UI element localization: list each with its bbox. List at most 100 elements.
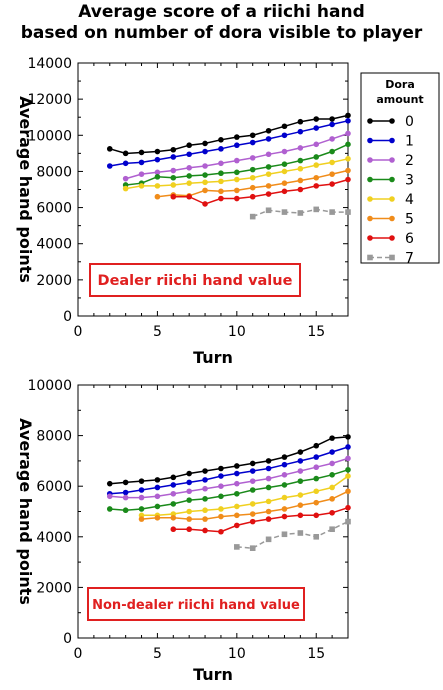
non-dealer-y-tick-label: 8000 xyxy=(36,429,72,445)
dealer-data-point-2 xyxy=(170,167,177,174)
dealer-series-3 xyxy=(122,141,351,188)
non-dealer-data-point-0 xyxy=(138,478,145,484)
non-dealer-x-tick-label: 0 xyxy=(74,646,83,662)
dealer-data-point-4 xyxy=(234,176,240,183)
non-dealer-data-point-0 xyxy=(329,435,335,441)
non-dealer-data-point-0 xyxy=(234,463,240,469)
dealer-data-point-1 xyxy=(345,118,351,124)
dealer-data-point-1 xyxy=(170,154,177,160)
non-dealer-data-point-2 xyxy=(218,483,224,490)
legend-marker-7 xyxy=(367,254,373,261)
non-dealer-data-point-5 xyxy=(297,502,304,508)
legend-label-5: 5 xyxy=(405,212,414,228)
legend-frame xyxy=(360,72,440,264)
non-dealer-data-point-0 xyxy=(170,474,177,481)
non-dealer-data-point-2 xyxy=(249,478,256,484)
legend-label-1: 1 xyxy=(405,134,414,150)
dealer-data-point-6 xyxy=(329,181,335,187)
non-dealer-data-point-0 xyxy=(186,470,192,477)
non-dealer-data-point-2 xyxy=(345,455,351,462)
dealer-data-point-7 xyxy=(281,209,288,215)
dealer-data-point-4 xyxy=(249,174,256,181)
dealer-data-point-4 xyxy=(170,182,177,188)
dealer-data-point-0 xyxy=(106,146,113,152)
non-dealer-data-point-5 xyxy=(249,511,256,517)
non-dealer-data-point-6 xyxy=(170,526,177,533)
non-dealer-y-tick-label: 6000 xyxy=(36,479,72,495)
dealer-data-point-6 xyxy=(186,193,192,200)
dealer-series-0 xyxy=(106,112,351,157)
non-dealer-data-point-1 xyxy=(202,477,208,483)
non-dealer-data-point-2 xyxy=(265,475,272,482)
non-dealer-chart: 0 2000 4000 6000 8000 10000 0 5 10 15 Turn Average … xyxy=(16,378,351,684)
dealer-y-tick-label: 2000 xyxy=(36,273,72,289)
non-dealer-series-line-1 xyxy=(109,446,349,495)
legend-entry-1: 1 xyxy=(367,134,414,150)
non-dealer-data-point-3 xyxy=(297,478,304,484)
dealer-data-point-6 xyxy=(265,191,272,197)
dealer-data-point-2 xyxy=(234,157,240,164)
dealer-data-point-6 xyxy=(313,183,320,189)
dealer-data-point-2 xyxy=(249,155,256,161)
non-dealer-annotation-text: Non-dealer riichi hand value xyxy=(92,598,300,613)
legend: Dora amount 0 1 2 3 4 5 6 7 xyxy=(360,72,440,267)
legend-label-6: 6 xyxy=(405,231,414,247)
legend-marker-0 xyxy=(389,118,395,124)
non-dealer-series-5 xyxy=(138,488,351,522)
dealer-data-point-6 xyxy=(249,193,256,200)
non-dealer-series-4 xyxy=(138,473,351,519)
non-dealer-data-point-2 xyxy=(154,493,161,500)
dealer-data-point-0 xyxy=(186,142,192,149)
non-dealer-data-point-3 xyxy=(218,493,224,500)
dealer-data-point-7 xyxy=(345,209,351,215)
non-dealer-data-point-2 xyxy=(202,485,208,492)
dealer-data-point-3 xyxy=(265,164,272,170)
non-dealer-data-point-1 xyxy=(281,461,288,468)
dealer-data-point-3 xyxy=(281,161,288,167)
legend-entry-0: 0 xyxy=(367,114,414,130)
non-dealer-data-point-3 xyxy=(345,466,351,473)
dealer-data-point-7 xyxy=(313,206,320,213)
dealer-data-point-2 xyxy=(281,148,288,155)
non-dealer-data-point-1 xyxy=(329,449,335,455)
dealer-x-tick-label: 5 xyxy=(153,324,162,340)
non-dealer-data-point-4 xyxy=(297,492,304,498)
dealer-data-point-4 xyxy=(186,180,192,186)
dealer-y-tick-label: 10000 xyxy=(27,128,72,144)
legend-title-line-1: Dora xyxy=(385,78,415,91)
dealer-y-tick-label: 4000 xyxy=(36,237,72,253)
non-dealer-data-point-3 xyxy=(202,496,208,502)
dealer-data-point-5 xyxy=(313,174,320,181)
dealer-data-point-2 xyxy=(202,163,208,169)
legend-entry-6: 6 xyxy=(367,231,414,247)
non-dealer-data-point-0 xyxy=(218,465,224,472)
dealer-data-point-4 xyxy=(345,155,351,162)
non-dealer-data-point-4 xyxy=(345,473,351,479)
non-dealer-data-point-6 xyxy=(186,526,192,533)
non-dealer-data-point-0 xyxy=(106,480,113,487)
non-dealer-series-3 xyxy=(106,466,351,514)
non-dealer-data-point-7 xyxy=(329,526,335,533)
non-dealer-data-point-4 xyxy=(234,503,240,510)
non-dealer-data-point-2 xyxy=(313,464,320,471)
dealer-data-point-0 xyxy=(281,123,288,130)
dealer-data-point-3 xyxy=(249,166,256,173)
dealer-data-point-0 xyxy=(138,149,145,156)
dealer-data-point-5 xyxy=(202,187,208,194)
non-dealer-data-point-5 xyxy=(154,515,161,521)
dealer-data-point-2 xyxy=(138,171,145,177)
non-dealer-series-line-0 xyxy=(109,436,349,485)
dealer-data-point-1 xyxy=(122,160,129,167)
dealer-data-point-1 xyxy=(329,121,335,128)
legend-marker-4 xyxy=(367,196,373,202)
non-dealer-data-point-6 xyxy=(234,522,240,529)
non-dealer-data-point-3 xyxy=(154,503,161,510)
dealer-data-point-7 xyxy=(249,213,256,220)
legend-entry-3: 3 xyxy=(367,173,414,189)
dealer-y-tick-label: 14000 xyxy=(27,56,72,72)
non-dealer-data-point-0 xyxy=(249,460,256,467)
legend-marker-1 xyxy=(389,137,395,144)
non-dealer-series-line-7 xyxy=(236,520,349,549)
dealer-data-point-5 xyxy=(265,183,272,189)
dealer-data-point-4 xyxy=(202,179,208,186)
